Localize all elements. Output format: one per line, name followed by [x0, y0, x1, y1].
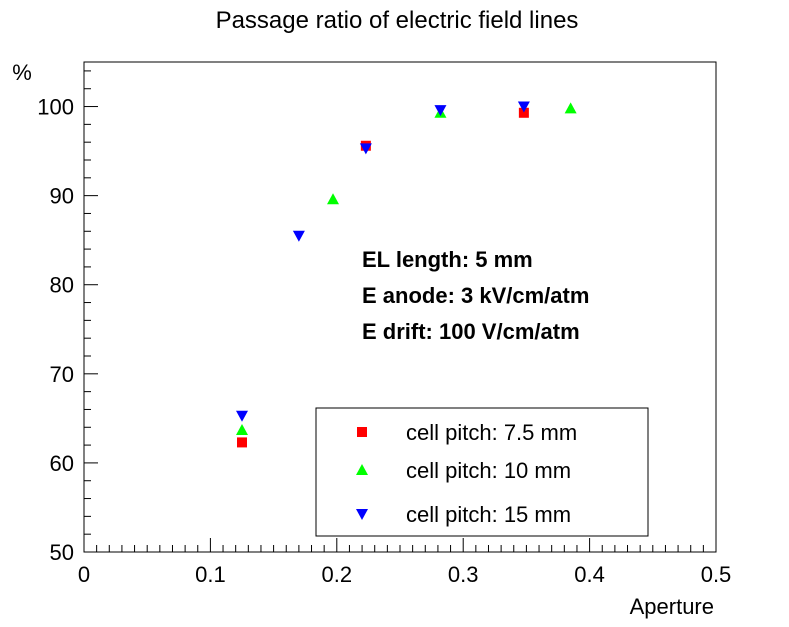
- data-point: [292, 230, 305, 242]
- legend-marker: [357, 427, 367, 437]
- data-point: [236, 410, 248, 422]
- y-axis-label: %: [12, 60, 32, 85]
- data-point: [359, 143, 372, 155]
- chart-title: Passage ratio of electric field lines: [216, 7, 579, 34]
- legend-frame: [315, 407, 649, 537]
- annotation-line: E drift: 100 V/cm/atm: [362, 319, 580, 344]
- data-point: [236, 423, 248, 435]
- annotation-line: EL length: 5 mm: [362, 247, 533, 272]
- data-point: [517, 101, 530, 113]
- x-tick-label: 0.4: [574, 562, 605, 587]
- annotation-box: EL length: 5 mm E anode: 3 kV/cm/atm E d…: [362, 247, 589, 344]
- annotation-line: E anode: 3 kV/cm/atm: [362, 283, 589, 308]
- data-point: [237, 437, 247, 448]
- x-tick-label: 0.2: [322, 562, 353, 587]
- legend-marker: [356, 509, 368, 520]
- x-tick-label: 0.3: [448, 562, 479, 587]
- y-tick-label: 50: [50, 540, 74, 565]
- data-point: [564, 102, 577, 114]
- legend-marker: [356, 464, 368, 475]
- legend-markers: [356, 427, 368, 520]
- x-tick-label: 0.5: [701, 562, 732, 587]
- legend-label-10mm: cell pitch: 10 mm: [406, 458, 571, 483]
- x-tick-label: 0.1: [195, 562, 226, 587]
- y-tick-label: 70: [50, 362, 74, 387]
- data-points: [236, 101, 577, 448]
- data-point: [327, 193, 340, 205]
- legend-label-7-5mm: cell pitch: 7.5 mm: [406, 420, 577, 445]
- data-point: [518, 107, 529, 118]
- data-point: [434, 105, 447, 117]
- legend-label-15mm: cell pitch: 15 mm: [406, 502, 571, 527]
- x-axis: 0 0.1 0.2 0.3 0.4 0.5: [78, 538, 731, 587]
- x-tick-label: 0: [78, 562, 90, 587]
- y-tick-label: 100: [37, 95, 74, 120]
- legend: cell pitch: 7.5 mm cell pitch: 10 mm cel…: [315, 407, 649, 537]
- y-tick-label: 60: [50, 451, 74, 476]
- y-tick-label: 80: [50, 273, 74, 298]
- x-axis-label: Aperture: [630, 594, 714, 619]
- y-tick-label: 90: [50, 184, 74, 209]
- y-axis: 50 60 70 80 90 100: [37, 70, 98, 565]
